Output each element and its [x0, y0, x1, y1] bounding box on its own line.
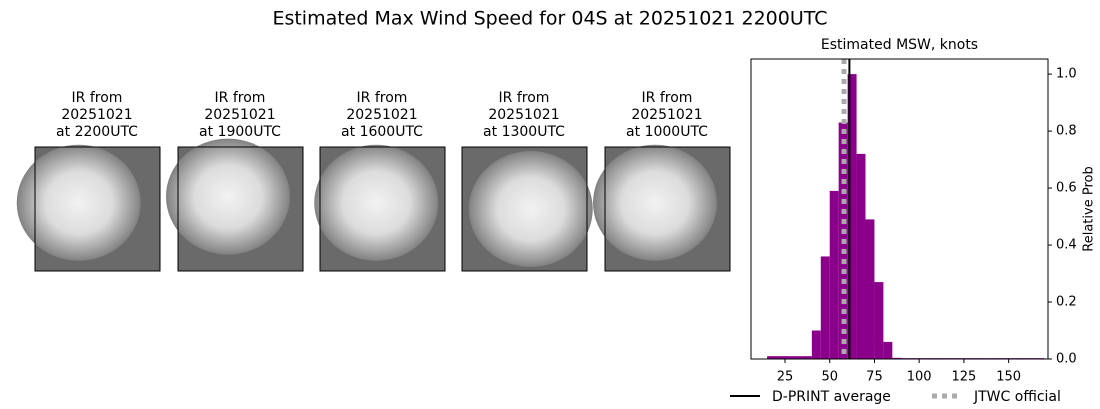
panel-caption: 20251021 [631, 107, 702, 123]
bar [856, 153, 866, 359]
ir-cloud [166, 138, 290, 255]
x-tick-label: 50 [821, 370, 838, 385]
legend-label: D-PRINT average [772, 389, 891, 405]
bar [874, 282, 884, 359]
ir-cloud [16, 144, 141, 261]
figure-title: Estimated Max Wind Speed for 04S at 2025… [272, 8, 827, 30]
x-tick-label: 25 [777, 370, 794, 385]
panel-caption: 20251021 [346, 107, 417, 123]
panel-caption: IR from [215, 90, 266, 106]
bar [829, 190, 839, 359]
panel-caption: at 1000UTC [626, 124, 708, 140]
y-tick-label: 0.2 [1056, 295, 1077, 310]
x-tick-label: 125 [951, 370, 976, 385]
x-tick-label: 75 [866, 370, 883, 385]
y-tick-label: 0.0 [1056, 352, 1077, 367]
bar [847, 74, 857, 359]
bar [784, 356, 794, 359]
ir-frame [604, 146, 731, 272]
panel-caption: IR from [357, 90, 408, 106]
ir-frame [177, 146, 304, 272]
ir-frame [319, 146, 446, 272]
legend-label: JTWC official [973, 389, 1061, 405]
bar [892, 357, 902, 359]
bar [793, 356, 803, 359]
x-tick-label: 150 [996, 370, 1021, 385]
panel-caption: IR from [499, 90, 550, 106]
bar [767, 356, 777, 359]
panel-caption: 20251021 [61, 107, 132, 123]
ir-cloud [314, 144, 439, 261]
y-tick-label: 0.6 [1056, 181, 1077, 196]
panel-caption: at 2200UTC [56, 124, 138, 140]
ir-cloud [468, 151, 593, 267]
panel-caption: at 1900UTC [199, 124, 281, 140]
panel-caption: 20251021 [204, 107, 275, 123]
panel-caption: at 1300UTC [483, 124, 565, 140]
y-tick-label: 0.8 [1056, 124, 1077, 139]
bar [865, 219, 875, 359]
chart-title: Estimated MSW, knots [821, 37, 978, 53]
ir-cloud [593, 144, 717, 261]
bar [820, 256, 830, 359]
plot-frame [750, 58, 1049, 360]
ir-frame [34, 146, 161, 272]
ir-frame [461, 146, 588, 272]
bar [776, 356, 785, 359]
x-tick-label: 100 [907, 370, 932, 385]
bar [811, 330, 821, 359]
y-tick-label: 1.0 [1056, 67, 1077, 82]
bar [883, 341, 893, 359]
y-tick-label: 0.4 [1056, 238, 1077, 253]
panel-caption: IR from [642, 90, 693, 106]
panel-caption: IR from [72, 90, 123, 106]
y-axis-label: Relative Prob [1082, 166, 1097, 251]
bar [802, 356, 812, 359]
panel-caption: at 1600UTC [341, 124, 423, 140]
panel-caption: 20251021 [488, 107, 559, 123]
